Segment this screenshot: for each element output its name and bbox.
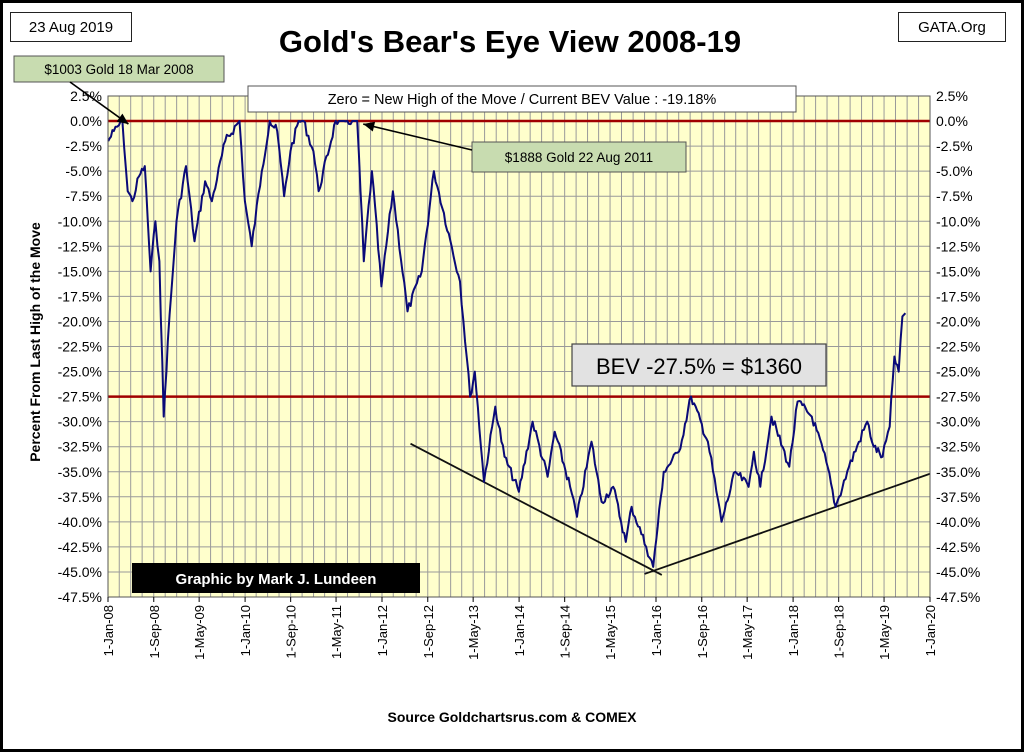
x-tick-label: 1-Jan-14 xyxy=(512,605,527,656)
y-tick-label-left: -35.0% xyxy=(58,464,102,480)
note-top-box: Zero = New High of the Move / Current BE… xyxy=(247,85,797,113)
callout-2011-text: $1888 Gold 22 Aug 2011 xyxy=(505,150,653,165)
x-tick-label: 1-May-11 xyxy=(329,605,344,659)
x-axis: 1-Jan-08 1-Sep-08 1-May-09 1-Jan-10 1-Sep-10… xyxy=(101,597,938,660)
y-tick-label-left: -40.0% xyxy=(58,514,102,530)
y-tick-label-right: -35.0% xyxy=(936,464,980,480)
y-tick-label-left: -10.0% xyxy=(58,213,102,229)
date-box: 23 Aug 2019 xyxy=(10,12,132,42)
x-tick-label: 1-Sep-14 xyxy=(558,605,573,658)
arrow-line xyxy=(363,123,473,151)
trend-line xyxy=(410,442,663,576)
credit-box: Graphic by Mark J. Lundeen xyxy=(132,563,420,593)
y-tick-label-left: -25.0% xyxy=(58,364,102,380)
y-tick-label-right: 2.5% xyxy=(936,88,968,104)
y-tick-label-right: -5.0% xyxy=(936,163,973,179)
y-tick-label-left: -27.5% xyxy=(58,389,102,405)
x-tick-label: 1-Jan-20 xyxy=(923,605,938,656)
y-tick-label-right: -40.0% xyxy=(936,514,980,530)
y-tick-label-right: -15.0% xyxy=(936,263,980,279)
x-tick-label: 1-Jan-16 xyxy=(649,605,664,656)
y-tick-label-left: -30.0% xyxy=(58,414,102,430)
y-tick-label-right: -22.5% xyxy=(936,339,980,355)
y-tick-label-left: 0.0% xyxy=(70,113,102,129)
y-tick-label-left: -2.5% xyxy=(65,138,102,154)
trend-lines xyxy=(410,442,931,576)
x-tick-label: 1-May-19 xyxy=(877,605,892,660)
y-axis-right: 2.5% 0.0% -2.5% -5.0% -7.5% -10.0% -12.5% -15.0… xyxy=(936,88,980,605)
x-axis-title: Source Goldchartsrus.com & COMEX xyxy=(388,709,638,725)
x-tick-label: 1-May-09 xyxy=(192,605,207,660)
gridlines xyxy=(107,95,931,598)
callout-2008-text: $1003 Gold 18 Mar 2008 xyxy=(44,62,193,77)
y-tick-label-left: -37.5% xyxy=(58,489,102,505)
y-tick-label-right: -47.5% xyxy=(936,589,980,605)
y-tick-label-right: -37.5% xyxy=(936,489,980,505)
callout-2008: $1003 Gold 18 Mar 2008 xyxy=(13,55,225,83)
y-tick-label-left: -15.0% xyxy=(58,263,102,279)
y-tick-label-left: -20.0% xyxy=(58,313,102,329)
note-top-text: Zero = New High of the Move / Current BE… xyxy=(328,92,717,108)
callout-arrows xyxy=(69,81,473,151)
y-tick-label-left: -17.5% xyxy=(58,288,102,304)
trend-line xyxy=(644,472,931,575)
y-tick-label-right: 0.0% xyxy=(936,113,968,129)
y-tick-label-left: -5.0% xyxy=(65,163,102,179)
y-tick-label-right: -32.5% xyxy=(936,439,980,455)
x-tick-label: 1-Sep-16 xyxy=(695,605,710,658)
arrow-head xyxy=(363,121,376,132)
y-tick-label-left: -7.5% xyxy=(65,188,102,204)
y-tick-label-right: -7.5% xyxy=(936,188,973,204)
callout-2011: $1888 Gold 22 Aug 2011 xyxy=(471,141,687,173)
y-tick-label-right: -10.0% xyxy=(936,213,980,229)
x-tick-label: 1-Sep-08 xyxy=(147,605,162,658)
bev-box: BEV -27.5% = $1360 xyxy=(571,343,827,387)
x-tick-label: 1-Jan-18 xyxy=(786,605,801,656)
credit-text: Graphic by Mark J. Lundeen xyxy=(176,571,377,588)
y-tick-label-left: -32.5% xyxy=(58,439,102,455)
x-tick-label: 1-May-17 xyxy=(740,605,755,660)
arrow-head xyxy=(116,113,129,125)
chart-title: Gold's Bear's Eye View 2008-19 xyxy=(278,24,742,59)
x-tick-label: 1-Jan-12 xyxy=(375,605,390,656)
y-tick-label-right: -20.0% xyxy=(936,313,980,329)
y-tick-label-right: -27.5% xyxy=(936,389,980,405)
y-tick-label-left: -22.5% xyxy=(58,339,102,355)
y-tick-label-left: -12.5% xyxy=(58,238,102,254)
x-tick-label: 1-Sep-18 xyxy=(832,605,847,658)
x-tick-label: 1-Sep-12 xyxy=(421,605,436,658)
reference-lines xyxy=(108,119,930,398)
y-tick-label-right: -12.5% xyxy=(936,238,980,254)
y-tick-label-right: -45.0% xyxy=(936,564,980,580)
y-axis-left: 2.5%0.0%-2.5%-5.0%-7.5%-10.0%-12.5%-15.0… xyxy=(58,88,102,605)
site-box: GATA.Org xyxy=(898,12,1006,42)
x-tick-label: 1-May-15 xyxy=(603,605,618,660)
x-tick-label: 1-Jan-10 xyxy=(238,605,253,656)
y-tick-label-right: -25.0% xyxy=(936,364,980,380)
x-tick-label: 1-Sep-10 xyxy=(284,605,299,658)
arrow-line xyxy=(69,81,129,125)
y-axis-title: Percent From Last High of the Move xyxy=(27,222,43,462)
y-tick-label-right: -42.5% xyxy=(936,539,980,555)
y-tick-label-right: -2.5% xyxy=(936,138,973,154)
y-tick-label-left: -45.0% xyxy=(58,564,102,580)
series-line-bev xyxy=(107,120,907,568)
bev-box-text: BEV -27.5% = $1360 xyxy=(596,354,802,379)
x-tick-label: 1-May-13 xyxy=(466,605,481,660)
x-tick-label: 1-Jan-08 xyxy=(101,605,116,656)
y-tick-label-left: -47.5% xyxy=(58,589,102,605)
y-tick-label-right: -17.5% xyxy=(936,288,980,304)
y-tick-label-left: -42.5% xyxy=(58,539,102,555)
y-tick-label-right: -30.0% xyxy=(936,414,980,430)
